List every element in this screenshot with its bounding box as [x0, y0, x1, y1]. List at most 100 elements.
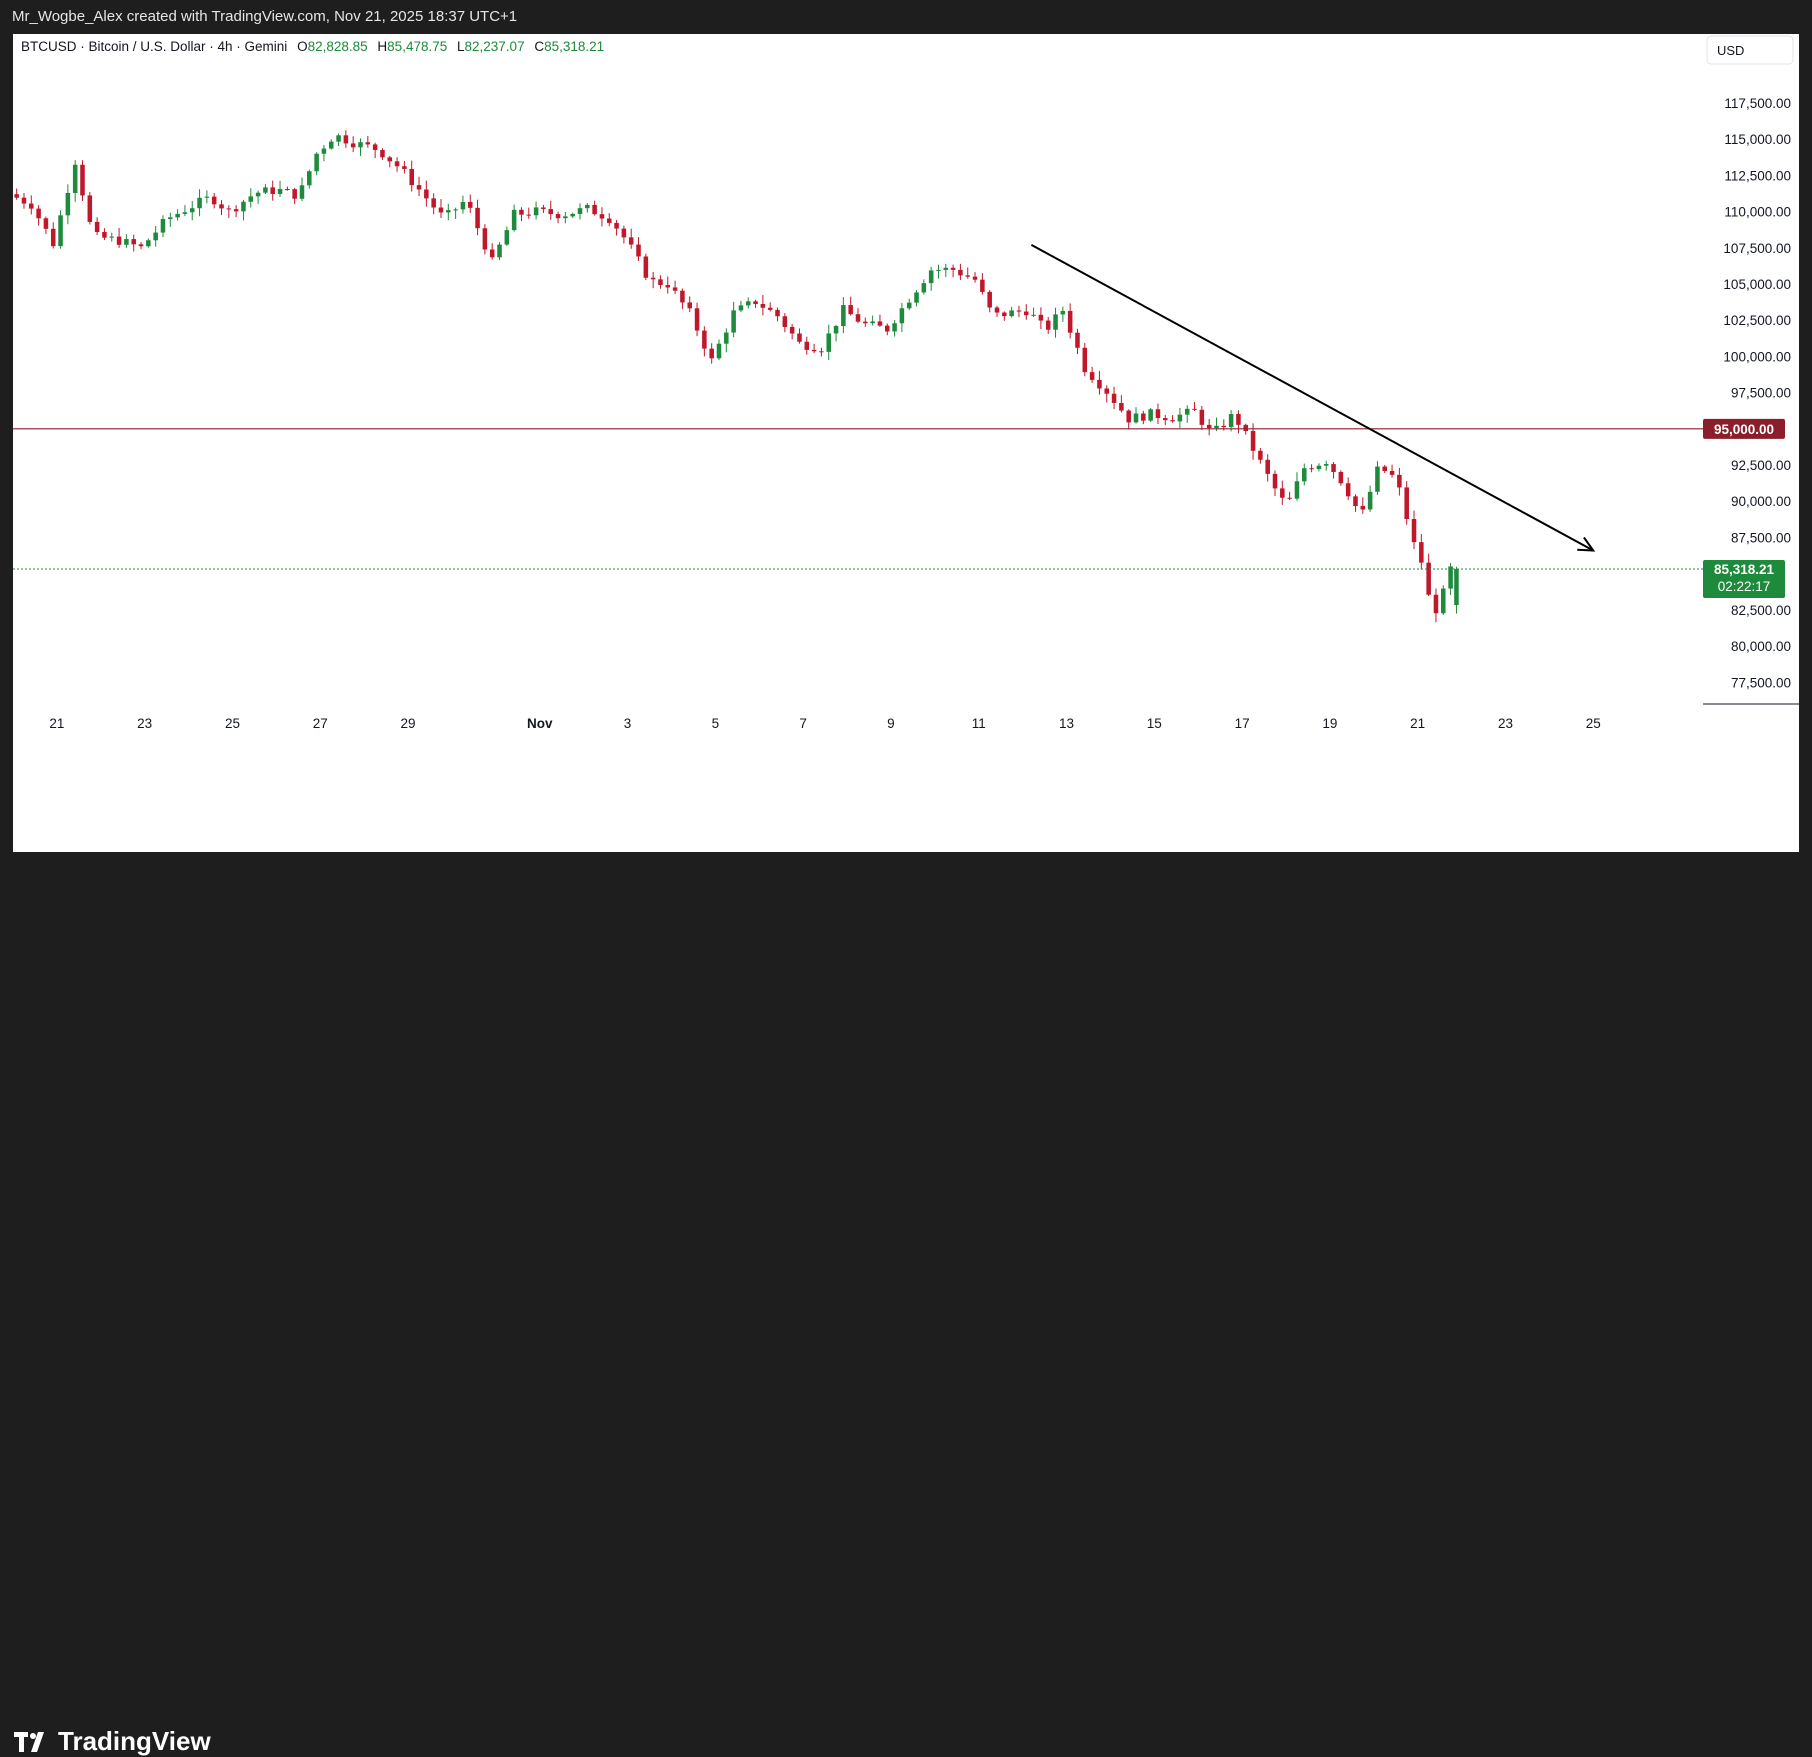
candle[interactable]: [994, 305, 1000, 317]
candle[interactable]: [307, 169, 312, 189]
candle[interactable]: [1280, 480, 1285, 505]
candle[interactable]: [1024, 304, 1029, 320]
candle[interactable]: [702, 326, 707, 357]
candle[interactable]: [782, 313, 788, 333]
candle[interactable]: [50, 222, 56, 249]
candle[interactable]: [1075, 328, 1080, 354]
candle[interactable]: [475, 199, 480, 236]
candle[interactable]: [511, 204, 517, 232]
candle[interactable]: [811, 343, 817, 354]
candle[interactable]: [709, 343, 714, 364]
candle[interactable]: [1141, 410, 1146, 425]
candle[interactable]: [102, 228, 107, 241]
price-axis[interactable]: 117,500.00 115,000.00 112,500.00 110,000.00…: [1723, 96, 1791, 690]
candle[interactable]: [182, 205, 188, 217]
candle[interactable]: [1199, 406, 1205, 431]
candle[interactable]: [168, 212, 173, 227]
candle[interactable]: [431, 193, 436, 215]
candle[interactable]: [848, 296, 853, 316]
candle[interactable]: [914, 290, 919, 307]
candle[interactable]: [1228, 410, 1234, 432]
candle[interactable]: [1419, 534, 1424, 570]
candle[interactable]: [892, 320, 897, 337]
candle[interactable]: [628, 228, 634, 249]
candle[interactable]: [409, 160, 414, 192]
candle[interactable]: [424, 180, 429, 207]
candle[interactable]: [387, 155, 393, 168]
candle[interactable]: [489, 243, 495, 260]
candle[interactable]: [687, 296, 692, 313]
candle[interactable]: [1089, 366, 1095, 383]
candle[interactable]: [870, 315, 875, 326]
candle[interactable]: [36, 205, 41, 226]
candle[interactable]: [1323, 460, 1329, 471]
candle[interactable]: [760, 295, 766, 316]
candle[interactable]: [438, 199, 444, 218]
candle[interactable]: [58, 210, 63, 249]
candle[interactable]: [621, 225, 627, 244]
candle[interactable]: [29, 195, 34, 215]
candle[interactable]: [241, 199, 246, 221]
trend-arrow[interactable]: [1030, 244, 1596, 552]
candle[interactable]: [380, 148, 385, 160]
candle[interactable]: [1053, 307, 1058, 338]
candle[interactable]: [855, 308, 861, 324]
candle[interactable]: [1404, 481, 1409, 525]
candle[interactable]: [416, 176, 422, 197]
candle[interactable]: [1184, 405, 1190, 423]
candle[interactable]: [606, 213, 612, 227]
candle[interactable]: [1353, 494, 1358, 512]
candle[interactable]: [724, 328, 729, 353]
candle[interactable]: [343, 130, 349, 148]
candle[interactable]: [519, 207, 524, 222]
candle[interactable]: [255, 190, 261, 204]
candle[interactable]: [899, 302, 905, 332]
candle[interactable]: [1331, 462, 1336, 479]
candle[interactable]: [943, 263, 949, 277]
candle[interactable]: [1148, 408, 1153, 423]
candle[interactable]: [694, 302, 700, 337]
candle[interactable]: [906, 298, 912, 311]
candle[interactable]: [226, 205, 232, 218]
candle[interactable]: [833, 324, 839, 342]
candle[interactable]: [204, 190, 210, 204]
candle[interactable]: [1265, 454, 1270, 482]
candle[interactable]: [980, 273, 985, 295]
candle[interactable]: [1316, 463, 1322, 472]
candle[interactable]: [1009, 306, 1014, 318]
candle[interactable]: [219, 200, 224, 216]
candle[interactable]: [233, 205, 239, 218]
candle[interactable]: [1448, 563, 1453, 595]
candle[interactable]: [1097, 370, 1102, 395]
candle[interactable]: [789, 324, 795, 340]
candle[interactable]: [87, 192, 93, 225]
candle[interactable]: [1389, 464, 1395, 478]
candle[interactable]: [263, 184, 268, 195]
candle[interactable]: [1126, 409, 1131, 430]
candle[interactable]: [665, 276, 671, 294]
candle[interactable]: [350, 136, 356, 153]
candle[interactable]: [1031, 307, 1036, 318]
candle[interactable]: [1067, 303, 1073, 339]
candle[interactable]: [1426, 553, 1431, 596]
candle[interactable]: [504, 226, 510, 246]
candle[interactable]: [614, 219, 619, 236]
candle[interactable]: [716, 339, 722, 361]
candle[interactable]: [1397, 468, 1402, 496]
chart-panel[interactable]: BTCUSD · Bitcoin / U.S. Dollar · 4h · Ge…: [13, 34, 1799, 852]
candle[interactable]: [928, 266, 934, 291]
candle[interactable]: [965, 267, 971, 279]
candle[interactable]: [146, 238, 151, 248]
candle[interactable]: [1345, 477, 1351, 501]
candle[interactable]: [358, 138, 363, 156]
time-axis[interactable]: 21 23 25 27 29 Nov 3 5 7 9 11 13 15 17 19 21 23 25: [49, 716, 1600, 731]
candle[interactable]: [767, 302, 773, 312]
candle[interactable]: [592, 200, 597, 216]
candle[interactable]: [819, 347, 824, 357]
candle[interactable]: [950, 264, 956, 278]
candle[interactable]: [285, 186, 290, 191]
candle[interactable]: [446, 203, 451, 221]
candle[interactable]: [1016, 305, 1022, 318]
candle[interactable]: [21, 192, 27, 209]
candle[interactable]: [753, 299, 758, 308]
